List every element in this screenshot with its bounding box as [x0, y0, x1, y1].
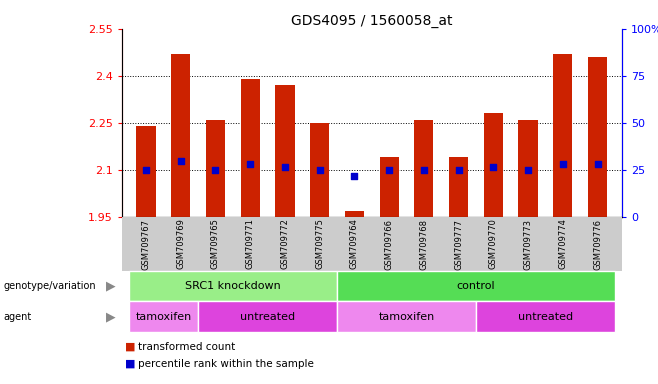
Text: transformed count: transformed count [138, 341, 236, 352]
Text: GSM709775: GSM709775 [315, 218, 324, 270]
Text: GSM709768: GSM709768 [419, 218, 428, 270]
Point [176, 157, 186, 164]
Bar [415, 120, 434, 217]
Point [523, 167, 534, 173]
Bar [276, 85, 295, 217]
Text: GSM709776: GSM709776 [593, 218, 602, 270]
Bar [476, 301, 615, 332]
Text: GSM709767: GSM709767 [141, 218, 151, 270]
Text: untreated: untreated [518, 312, 573, 322]
Bar [198, 301, 337, 332]
Bar [553, 54, 572, 217]
Text: control: control [457, 281, 495, 291]
Text: GSM709764: GSM709764 [350, 218, 359, 270]
Text: ■: ■ [125, 359, 136, 369]
Point [488, 164, 499, 170]
Point [245, 161, 255, 167]
Point [349, 173, 360, 179]
Bar [345, 211, 364, 217]
Bar [136, 126, 155, 217]
Text: SRC1 knockdown: SRC1 knockdown [185, 281, 281, 291]
Text: ■: ■ [125, 341, 136, 352]
Bar [310, 123, 329, 217]
Text: ▶: ▶ [105, 280, 115, 293]
Bar [337, 271, 615, 301]
Bar [588, 57, 607, 217]
Bar [171, 54, 190, 217]
Text: GSM709770: GSM709770 [489, 218, 498, 270]
Title: GDS4095 / 1560058_at: GDS4095 / 1560058_at [291, 14, 453, 28]
Bar [129, 301, 198, 332]
Bar [449, 157, 468, 217]
Point [453, 167, 464, 173]
Text: agent: agent [3, 312, 32, 322]
Point [280, 164, 290, 170]
Bar [337, 301, 476, 332]
Text: GSM709774: GSM709774 [558, 218, 567, 270]
Bar [129, 271, 337, 301]
Point [141, 167, 151, 173]
Text: ▶: ▶ [105, 310, 115, 323]
Point [384, 167, 394, 173]
Bar [241, 79, 260, 217]
Text: GSM709772: GSM709772 [280, 218, 290, 270]
Text: genotype/variation: genotype/variation [3, 281, 96, 291]
Bar [380, 157, 399, 217]
Point [557, 161, 568, 167]
Point [211, 167, 221, 173]
Point [418, 167, 429, 173]
Text: GSM709771: GSM709771 [245, 218, 255, 270]
Text: GSM709766: GSM709766 [385, 218, 393, 270]
Text: untreated: untreated [240, 312, 295, 322]
Point [315, 167, 325, 173]
Text: GSM709765: GSM709765 [211, 218, 220, 270]
Point [592, 161, 603, 167]
Bar [484, 114, 503, 217]
Bar [519, 120, 538, 217]
Text: tamoxifen: tamoxifen [378, 312, 435, 322]
Bar [206, 120, 225, 217]
Text: GSM709773: GSM709773 [524, 218, 532, 270]
Text: GSM709769: GSM709769 [176, 218, 186, 270]
Text: tamoxifen: tamoxifen [136, 312, 191, 322]
Text: GSM709777: GSM709777 [454, 218, 463, 270]
Text: percentile rank within the sample: percentile rank within the sample [138, 359, 314, 369]
